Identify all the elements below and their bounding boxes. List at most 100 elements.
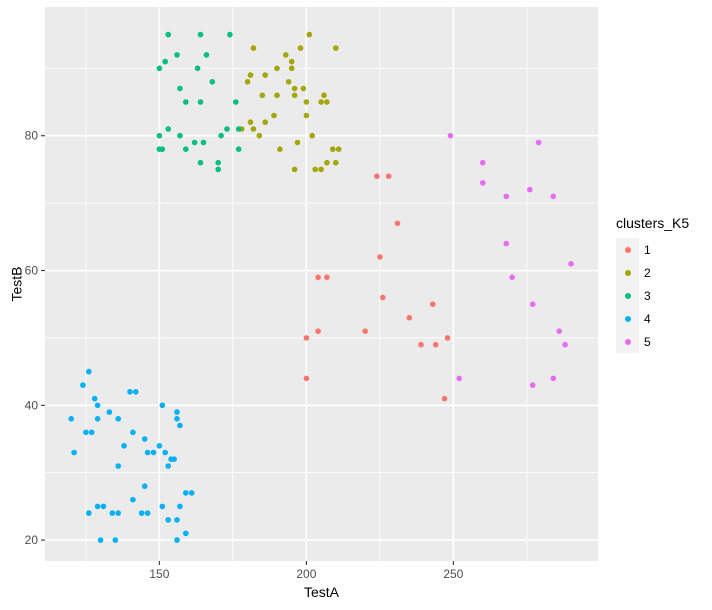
- data-point-cluster-5: [456, 375, 463, 382]
- data-point-cluster-2: [256, 132, 263, 139]
- data-point-cluster-2: [291, 92, 298, 99]
- data-point-cluster-3: [183, 146, 189, 152]
- data-point-cluster-2: [294, 139, 301, 146]
- data-point-cluster-1: [374, 173, 380, 179]
- data-point-cluster-1: [303, 375, 310, 382]
- data-point-cluster-2: [300, 85, 307, 92]
- legend-dot-icon: [624, 269, 631, 276]
- data-point-cluster-4: [106, 409, 113, 415]
- data-point-cluster-3: [165, 126, 171, 132]
- data-point-cluster-5: [535, 139, 542, 146]
- data-point-cluster-3: [197, 31, 204, 38]
- legend-key-swatch: [616, 261, 639, 284]
- data-point-cluster-4: [109, 510, 116, 516]
- data-point-cluster-4: [94, 416, 101, 422]
- data-point-cluster-4: [183, 530, 189, 537]
- data-point-cluster-2: [274, 92, 280, 99]
- data-point-cluster-3: [215, 166, 221, 173]
- data-point-cluster-4: [144, 510, 151, 516]
- data-point-cluster-4: [115, 463, 121, 469]
- data-point-cluster-4: [165, 463, 171, 469]
- data-point-cluster-5: [529, 382, 536, 388]
- data-point-cluster-1: [432, 341, 439, 348]
- data-point-cluster-2: [291, 85, 298, 92]
- legend-item-5: 5: [616, 330, 689, 353]
- data-point-cluster-1: [324, 274, 330, 281]
- data-point-cluster-5: [509, 274, 515, 281]
- legend-dot-icon: [624, 338, 631, 345]
- data-point-cluster-2: [303, 112, 310, 119]
- data-point-cluster-1: [441, 395, 448, 402]
- data-point-cluster-2: [318, 166, 324, 173]
- legend-key-swatch: [616, 238, 639, 261]
- data-point-cluster-4: [138, 510, 145, 516]
- data-point-cluster-4: [86, 510, 92, 516]
- data-point-cluster-1: [444, 335, 451, 341]
- data-point-cluster-3: [200, 139, 207, 146]
- data-point-cluster-1: [406, 314, 413, 321]
- data-point-cluster-2: [244, 79, 251, 85]
- data-point-cluster-3: [197, 99, 204, 105]
- data-point-cluster-2: [274, 65, 280, 72]
- data-point-cluster-4: [171, 456, 177, 463]
- data-point-cluster-3: [209, 79, 216, 85]
- data-point-cluster-4: [150, 449, 157, 456]
- data-point-cluster-4: [144, 449, 151, 456]
- data-point-cluster-5: [562, 341, 568, 348]
- data-point-cluster-1: [418, 341, 424, 348]
- data-point-cluster-4: [80, 382, 86, 388]
- data-point-cluster-2: [250, 126, 257, 132]
- data-point-cluster-3: [162, 58, 168, 65]
- legend-item-label: 3: [644, 288, 651, 303]
- data-point-cluster-3: [174, 52, 180, 58]
- data-point-cluster-1: [303, 335, 310, 341]
- data-point-cluster-4: [91, 395, 98, 402]
- legend-key-swatch: [616, 284, 639, 307]
- data-point-cluster-3: [183, 99, 189, 105]
- legend-item-label: 4: [644, 311, 651, 326]
- data-point-cluster-4: [165, 517, 171, 523]
- data-point-cluster-4: [94, 503, 101, 510]
- data-point-cluster-2: [312, 166, 319, 173]
- plot-panel: [45, 7, 598, 561]
- legend-item-label: 5: [644, 334, 651, 349]
- legend-items: 1 2 3 4 5: [616, 238, 689, 353]
- data-point-cluster-3: [224, 126, 230, 132]
- data-point-cluster-3: [215, 159, 221, 166]
- legend-item-1: 1: [616, 238, 689, 261]
- legend-dot-icon: [624, 292, 631, 299]
- x-tick-label: 150: [149, 567, 169, 581]
- data-point-cluster-4: [162, 449, 168, 456]
- data-point-cluster-4: [130, 429, 136, 436]
- data-point-cluster-1: [315, 328, 321, 335]
- data-point-cluster-4: [159, 402, 166, 409]
- data-point-cluster-3: [156, 65, 163, 72]
- data-point-cluster-2: [262, 119, 269, 125]
- legend-title: clusters_K5: [616, 215, 690, 231]
- data-point-cluster-4: [97, 537, 104, 543]
- y-tick-label: 60: [25, 264, 39, 278]
- data-point-cluster-4: [83, 429, 89, 436]
- data-point-cluster-4: [88, 429, 95, 436]
- legend: clusters_K5 1 2 3 4 5: [616, 216, 689, 353]
- data-point-cluster-1: [430, 301, 436, 308]
- data-point-cluster-5: [503, 193, 510, 200]
- data-point-cluster-2: [288, 58, 295, 65]
- data-point-cluster-1: [385, 173, 392, 179]
- data-point-cluster-4: [174, 537, 180, 543]
- data-point-cluster-4: [68, 416, 74, 422]
- y-tick-label: 80: [25, 129, 39, 143]
- data-point-cluster-5: [480, 180, 486, 186]
- data-point-cluster-3: [177, 132, 183, 139]
- data-point-cluster-1: [315, 274, 321, 281]
- data-point-cluster-5: [568, 261, 574, 267]
- data-point-cluster-1: [380, 294, 386, 301]
- data-point-cluster-4: [177, 422, 183, 429]
- data-point-cluster-4: [174, 517, 180, 523]
- data-point-cluster-2: [324, 99, 330, 105]
- data-point-cluster-5: [529, 301, 536, 308]
- data-point-cluster-2: [309, 132, 316, 139]
- x-tick-label: 200: [296, 567, 316, 581]
- legend-item-label: 2: [644, 265, 651, 280]
